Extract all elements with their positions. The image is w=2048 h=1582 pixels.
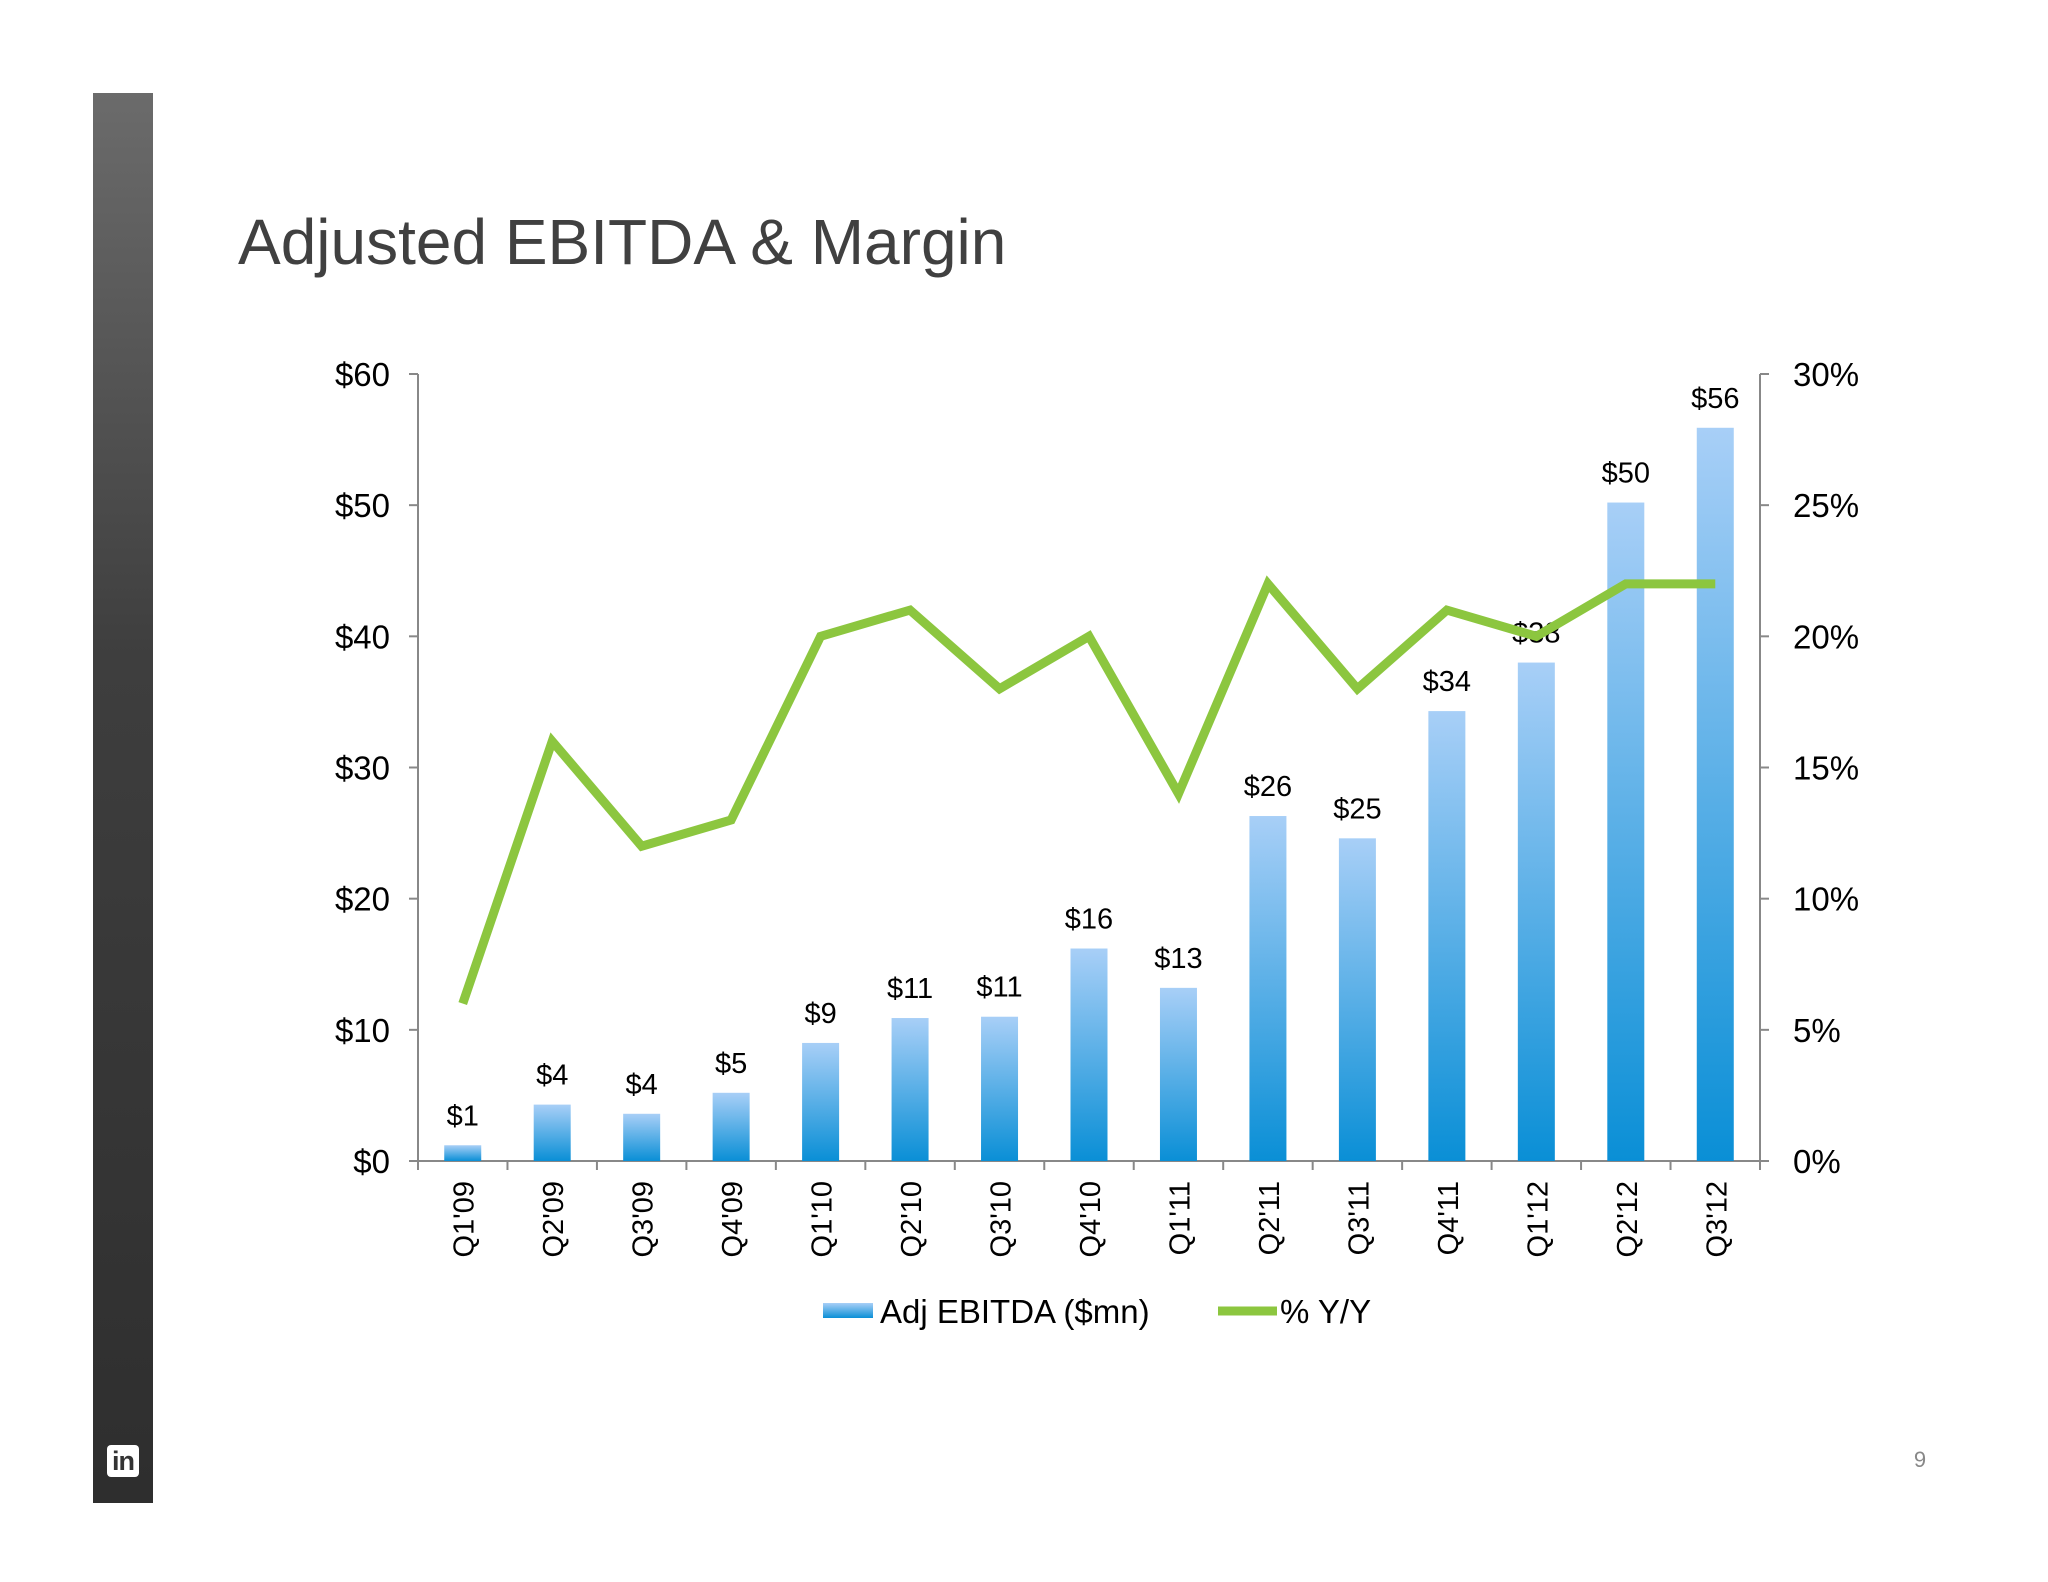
left-tick-label: $50: [335, 487, 390, 524]
bar-data-label: $4: [536, 1060, 568, 1092]
x-tick-label: Q3'12: [1701, 1181, 1733, 1257]
sidebar-bar: [93, 93, 153, 1503]
x-tick-label: Q2'10: [896, 1181, 928, 1257]
x-tick-label: Q2'09: [538, 1181, 570, 1257]
bar-data-labels: $1$4 $4$5$9$11 $11$16$13$26$25$34$38$50$56: [447, 383, 1740, 1132]
left-tick-label: $60: [335, 356, 390, 393]
x-tick-label: Q2'12: [1612, 1181, 1644, 1257]
right-tick-label: 10%: [1793, 881, 1859, 918]
right-tick-label: 30%: [1793, 356, 1859, 393]
bar-data-label: $26: [1244, 771, 1292, 803]
bar-series: [444, 427, 1734, 1161]
chart-axes: $0 $10 $20 $30 $40 $50 $60 0% 5% 10% 15% 20% 25% 30%: [335, 356, 1859, 1180]
bar: [712, 1092, 750, 1161]
bar: [1696, 427, 1734, 1161]
x-tick-label: Q1'11: [1164, 1181, 1196, 1255]
right-tick-label: 20%: [1793, 618, 1859, 655]
bar-data-label: $9: [804, 998, 836, 1030]
bar: [623, 1113, 661, 1161]
right-tick-label: 5%: [1793, 1012, 1841, 1049]
bar-data-label: $34: [1423, 666, 1471, 698]
bar-data-label: $25: [1333, 793, 1381, 825]
bar-data-label: $50: [1602, 458, 1650, 490]
bar: [1428, 711, 1466, 1161]
x-tick-label: Q1'12: [1522, 1181, 1554, 1257]
bar-data-label: $56: [1691, 383, 1739, 415]
bar: [444, 1145, 482, 1161]
right-tick-label: 0%: [1793, 1143, 1841, 1180]
page-number: 9: [1913, 1447, 1927, 1472]
bar-data-label: $16: [1065, 904, 1113, 936]
left-tick-label: $0: [353, 1143, 390, 1180]
x-tick-label: Q4'11: [1433, 1181, 1465, 1255]
bar: [1607, 502, 1645, 1161]
bar-data-label: $13: [1154, 943, 1202, 975]
x-tick-label: Q4'10: [1075, 1181, 1107, 1257]
legend-bar-label: Adj EBITDA ($mn): [880, 1293, 1150, 1330]
bar: [1338, 838, 1376, 1161]
bar: [533, 1104, 571, 1161]
x-tick-label: Q3'11: [1343, 1181, 1375, 1255]
x-tick-label: Q1'09: [449, 1181, 481, 1257]
x-tick-label: Q3'09: [628, 1181, 660, 1257]
chart-legend: Adj EBITDA ($mn) % Y/Y: [823, 1293, 1371, 1330]
bar-data-label: $4: [626, 1069, 658, 1101]
bar: [981, 1016, 1019, 1161]
bar: [802, 1042, 840, 1161]
left-tick-label: $20: [335, 881, 390, 918]
left-tick-label: $30: [335, 750, 390, 787]
legend-line-label: % Y/Y: [1280, 1293, 1371, 1330]
legend-bar-swatch: [823, 1303, 873, 1318]
x-axis-tick-labels: Q1'09 Q2'09 Q3'09 Q4'09 Q1'10 Q2'10 Q3'10 Q4'10…: [449, 1181, 1734, 1257]
right-tick-label: 15%: [1793, 750, 1859, 787]
page-title: Adjusted EBITDA & Margin: [238, 206, 1007, 278]
line-series: [458, 575, 1716, 1006]
x-tick-label: Q4'09: [717, 1181, 749, 1257]
right-tick-label: 25%: [1793, 487, 1859, 524]
bar: [891, 1018, 929, 1161]
left-tick-label: $10: [335, 1012, 390, 1049]
yoy-line: [458, 575, 1716, 1006]
linkedin-icon: in: [107, 1445, 139, 1477]
bar-data-label: $11: [976, 972, 1022, 1004]
bar: [1249, 816, 1287, 1161]
x-tick-label: Q3'10: [986, 1181, 1018, 1257]
x-tick-label: Q2'11: [1254, 1181, 1286, 1255]
left-tick-label: $40: [335, 618, 390, 655]
bar-data-label: $1: [447, 1100, 479, 1132]
bar-data-label: $5: [715, 1048, 747, 1080]
bar: [1070, 948, 1108, 1161]
bar: [1517, 662, 1555, 1161]
x-tick-label: Q1'10: [807, 1181, 839, 1257]
bar: [1159, 987, 1197, 1161]
bar-data-label: $11: [887, 973, 933, 1005]
